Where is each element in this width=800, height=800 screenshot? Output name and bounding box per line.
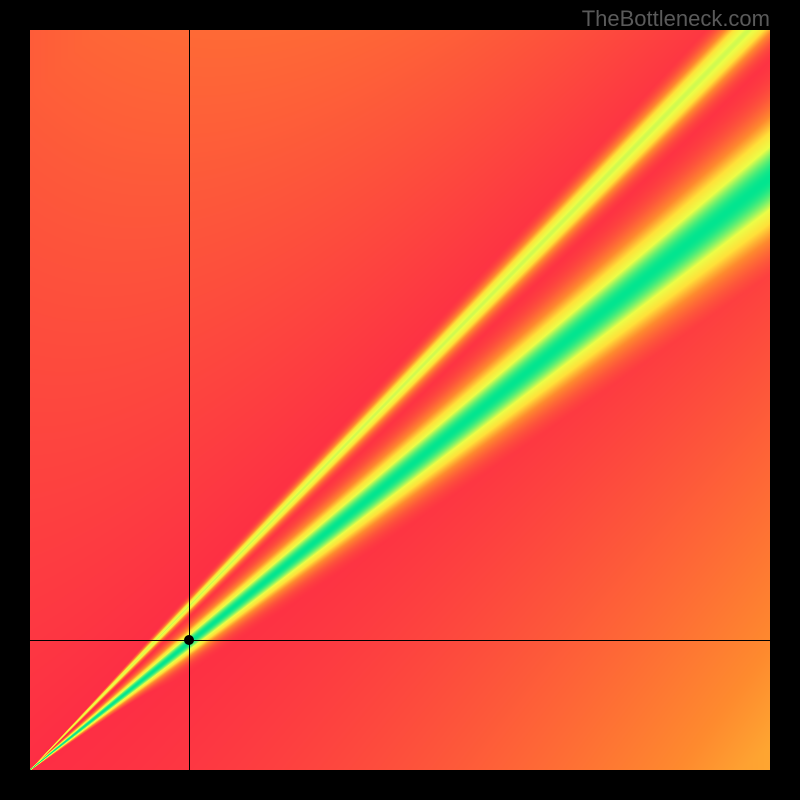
heatmap-plot	[30, 30, 770, 770]
crosshair-marker	[184, 635, 194, 645]
crosshair-horizontal	[30, 640, 770, 641]
heatmap-canvas	[30, 30, 770, 770]
crosshair-vertical	[189, 30, 190, 770]
watermark-text: TheBottleneck.com	[582, 6, 770, 32]
